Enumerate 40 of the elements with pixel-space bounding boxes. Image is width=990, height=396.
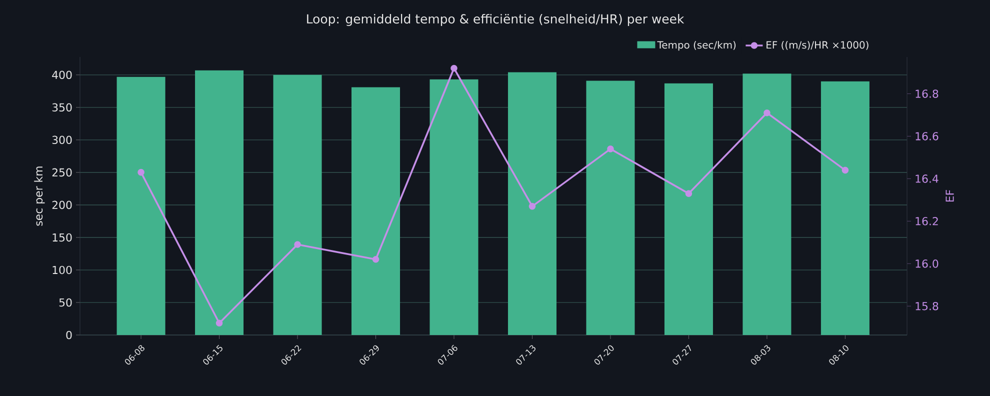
bar (508, 72, 556, 335)
point (685, 190, 692, 197)
y2-tick-label: 16.6 (916, 132, 938, 140)
bar (116, 76, 166, 335)
bar (195, 70, 244, 335)
y2-tick-label: 16.8 (916, 90, 938, 98)
y-tick-label: 300 (52, 136, 72, 144)
bar (742, 74, 792, 335)
y-tick-label: 150 (52, 233, 72, 242)
y2-tick-label: 16.4 (916, 174, 938, 183)
legend-label: Tempo (sec/km) (657, 40, 736, 51)
y2-tick-label: 16.0 (916, 260, 938, 268)
point (528, 202, 536, 210)
y2-axis-title: EF (946, 190, 954, 202)
bar (586, 80, 635, 335)
y-tick-label: 400 (52, 70, 72, 80)
point (842, 166, 849, 174)
point (294, 241, 301, 248)
legend-label: EF ((m/s)/HR ×1000) (766, 40, 868, 50)
bar (273, 74, 322, 335)
point (138, 168, 144, 176)
y-axis-title: sec per km (34, 166, 45, 226)
point (450, 64, 458, 72)
y-tick-label: 350 (52, 103, 72, 112)
point (607, 146, 614, 152)
point (372, 256, 380, 263)
y-tick-label: 200 (52, 200, 72, 210)
y-tick-label: 250 (52, 168, 72, 177)
bar (820, 81, 870, 335)
bar (352, 87, 400, 335)
point (764, 109, 770, 116)
y-tick-label: 100 (52, 266, 72, 274)
y-tick-label: 50 (59, 298, 72, 307)
bar (664, 83, 713, 335)
y2-tick-label: 16.2 (916, 217, 938, 226)
chart-title: Loop: gemiddeld tempo & efficiëntie (snelheid/HR) per week (307, 14, 684, 26)
y-tick-label: 0 (66, 330, 72, 340)
bar (430, 79, 478, 335)
point (216, 320, 223, 327)
y2-tick-label: 15.8 (916, 302, 938, 310)
